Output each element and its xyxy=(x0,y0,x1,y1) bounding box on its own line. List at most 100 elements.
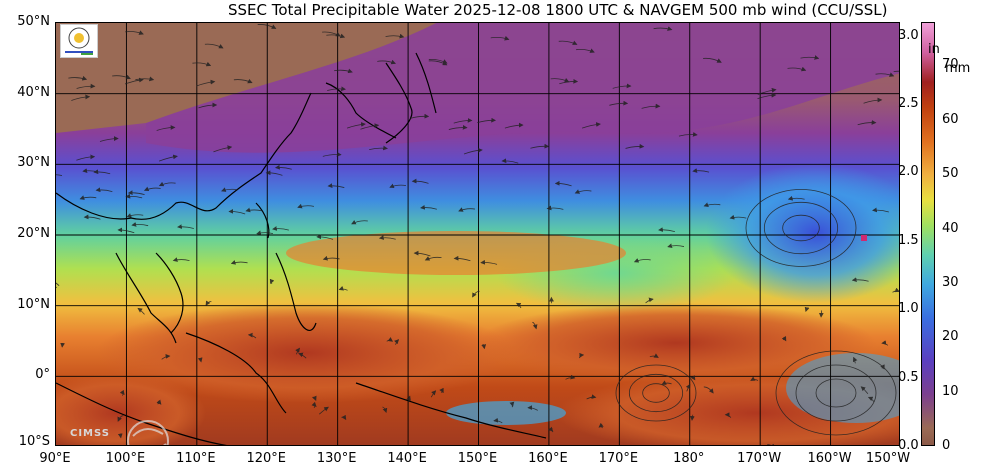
wind-arrow xyxy=(667,243,685,249)
wind-arrow xyxy=(458,207,476,212)
wind-arrow xyxy=(410,113,430,119)
wind-arrow xyxy=(256,230,274,236)
wind-arrow xyxy=(493,417,503,424)
longitude-label: 170°W xyxy=(737,451,782,466)
wind-arrow xyxy=(351,219,368,225)
wind-arrow xyxy=(420,204,437,210)
wind-arrow xyxy=(645,297,654,304)
wind-arrow xyxy=(724,412,732,418)
wind-arrow xyxy=(297,203,315,209)
longitude-label: 100°E xyxy=(105,451,146,466)
wind-arrow xyxy=(311,401,317,409)
wind-arrow xyxy=(177,224,194,229)
wind-arrow xyxy=(818,310,824,318)
wind-arrow xyxy=(269,278,275,285)
wind-arrow xyxy=(389,183,407,189)
wind-arrow xyxy=(196,79,216,87)
wind-arrow xyxy=(274,164,292,170)
colorbar-mm-tick: 10 xyxy=(942,383,959,399)
wind-arrow xyxy=(867,396,875,403)
wind-arrow xyxy=(205,300,212,306)
longitude-label: 120°E xyxy=(246,451,287,466)
wind-arrow xyxy=(76,154,96,161)
wind-arrow xyxy=(204,43,224,49)
wind-arrow xyxy=(787,195,805,201)
wind-arrow xyxy=(767,443,775,445)
longitude-label: 110°E xyxy=(176,451,216,466)
wind-arrow xyxy=(439,387,444,394)
wind-arrow xyxy=(158,154,178,162)
wind-arrow xyxy=(326,33,346,39)
wind-arrow xyxy=(641,103,661,109)
colorbar-mm-tick: 20 xyxy=(942,329,959,345)
wind-arrow xyxy=(480,259,498,265)
wind-arrow xyxy=(318,406,329,415)
wind-arrow xyxy=(661,380,672,385)
wind-arrow xyxy=(228,208,246,215)
wind-arrow xyxy=(685,383,691,392)
colorbar-in-tick: 2.0 xyxy=(898,164,919,180)
wind-arrow xyxy=(221,187,238,192)
wind-arrow xyxy=(703,57,722,63)
colorbar-mm-tick: 50 xyxy=(942,166,959,182)
colorbar-in-tick: 0.0 xyxy=(898,438,919,453)
longitude-label: 160°E xyxy=(528,451,568,466)
wind-arrow xyxy=(574,189,592,194)
cimss-globe-logo xyxy=(127,420,169,445)
wind-arrow xyxy=(369,145,388,151)
wind-arrow xyxy=(99,136,119,142)
wind-arrow xyxy=(633,258,651,263)
latitude-label: 10°N xyxy=(17,296,50,312)
wind-arrow xyxy=(117,415,124,422)
wind-arrow xyxy=(112,74,131,80)
wind-arrow xyxy=(481,344,487,350)
circulation-swirl xyxy=(745,189,857,267)
wind-arrow xyxy=(581,122,601,129)
wind-arrow xyxy=(411,178,429,184)
wind-arrow xyxy=(463,147,483,155)
wind-arrow xyxy=(68,75,88,81)
wind-arrow xyxy=(625,143,645,149)
wind-arrow xyxy=(692,168,710,173)
wind-arrow xyxy=(60,342,65,348)
wind-arrow xyxy=(781,335,787,342)
latitude-label: 20°N xyxy=(17,226,50,241)
wind-arrow xyxy=(172,257,190,262)
wind-arrow xyxy=(158,181,176,187)
colorbar-mm-tick: 30 xyxy=(942,274,959,290)
wind-arrow xyxy=(137,307,145,315)
longitude-label: 150°E xyxy=(457,451,498,466)
longitude-label: 160°W xyxy=(807,451,852,466)
longitude-label: 180° xyxy=(673,451,705,466)
wind-arrow xyxy=(117,227,135,234)
wind-arrow xyxy=(598,422,604,429)
wind-arrow xyxy=(360,123,380,130)
wind-arrow xyxy=(394,339,400,345)
wind-arrow xyxy=(892,287,899,293)
wind-arrow xyxy=(265,170,283,176)
wind-arrow xyxy=(851,277,869,283)
latitude-label: 50°N xyxy=(17,14,50,29)
wind-arrow xyxy=(338,285,348,291)
wind-arrow xyxy=(757,87,777,95)
wind-arrow xyxy=(127,190,145,196)
wind-arrow xyxy=(272,226,289,231)
wind-arrow xyxy=(872,207,889,213)
wind-arrow xyxy=(530,143,550,149)
wind-arrow xyxy=(424,256,442,261)
wind-arrow xyxy=(430,390,437,398)
circulation-swirl xyxy=(628,373,684,413)
wind-arrow xyxy=(757,92,777,100)
wind-arrow xyxy=(852,356,858,364)
wind-arrow xyxy=(565,374,576,380)
wind-arrow xyxy=(857,120,877,126)
wind-arrow xyxy=(93,169,111,175)
circulation-swirl xyxy=(615,364,697,422)
wind-arrow xyxy=(550,77,570,83)
wind-arrow xyxy=(378,235,396,240)
wind-arrow xyxy=(532,321,538,330)
wind-arrow xyxy=(729,214,747,220)
wind-arrow xyxy=(192,61,212,67)
wind-arrow xyxy=(658,227,676,233)
wind-arrow xyxy=(334,68,353,74)
